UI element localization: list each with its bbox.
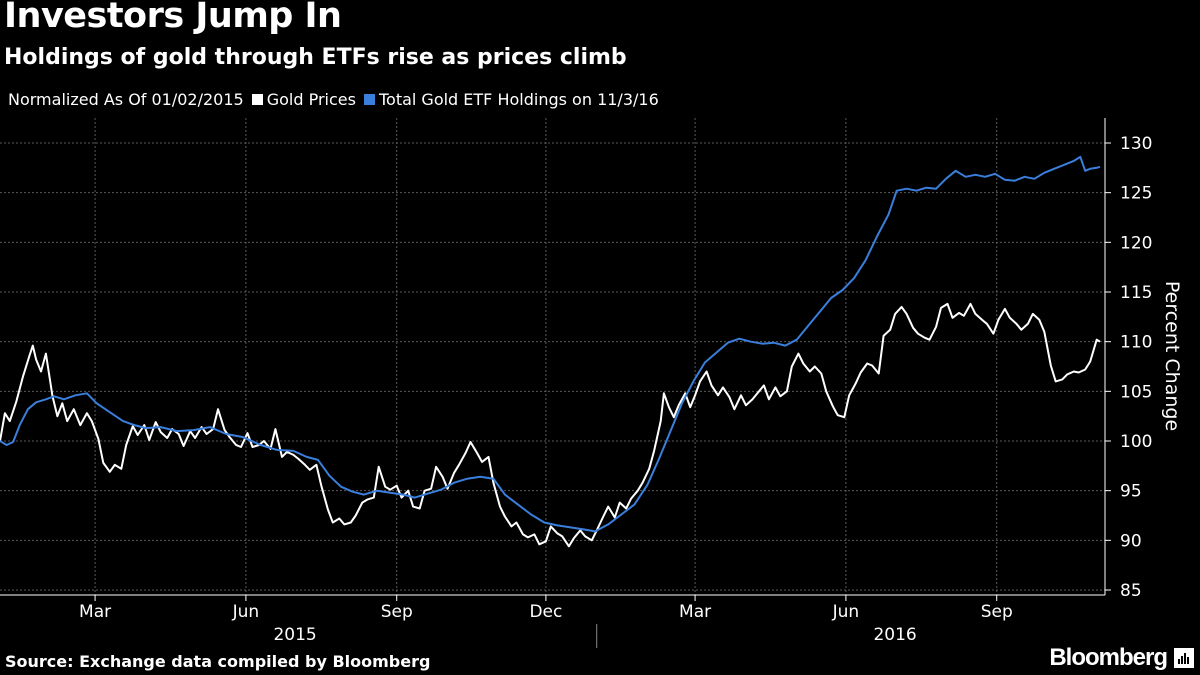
- y-tick-label: 85: [1120, 581, 1142, 601]
- y-tick-label: 105: [1120, 382, 1152, 402]
- y-tick-label: 90: [1120, 531, 1142, 551]
- legend-item-etf: Total Gold ETF Holdings on 11/3/16: [363, 90, 659, 109]
- x-tick-label: Dec: [529, 602, 562, 622]
- x-tick-label: Mar: [79, 602, 111, 622]
- x-tick-label: Sep: [381, 602, 413, 622]
- legend-swatch-gold: [251, 94, 263, 105]
- legend-label-gold: Gold Prices: [266, 90, 356, 109]
- year-label: 2015: [273, 625, 316, 645]
- source-note: Source: Exchange data compiled by Bloomb…: [5, 652, 431, 671]
- x-tick-label: Mar: [679, 602, 711, 622]
- x-tick-label: Sep: [981, 602, 1013, 622]
- legend: Normalized As Of 01/02/2015 Gold Prices …: [8, 90, 667, 109]
- y-tick-label: 130: [1120, 134, 1152, 154]
- y-tick-label: 125: [1120, 184, 1152, 204]
- legend-item-gold: Gold Prices: [251, 90, 356, 109]
- series-line-etf-holdings: [0, 155, 1101, 533]
- chart-subtitle: Holdings of gold through ETFs rise as pr…: [4, 45, 627, 70]
- chart-title: Investors Jump In: [4, 0, 342, 36]
- legend-label-etf: Total Gold ETF Holdings on 11/3/16: [378, 90, 659, 109]
- x-tick-label: Jun: [232, 602, 260, 622]
- year-label: 2016: [873, 625, 916, 645]
- y-tick-label: 120: [1120, 233, 1152, 253]
- y-tick-label: 100: [1120, 432, 1152, 452]
- legend-note: Normalized As Of 01/02/2015: [8, 90, 244, 109]
- bloomberg-logo: Bloomberg: [1049, 644, 1168, 671]
- y-axis-label: Percent Change: [1161, 280, 1183, 432]
- y-tick-label: 110: [1120, 333, 1152, 353]
- y-tick-label: 95: [1120, 482, 1142, 502]
- bloomberg-chart-icon: [1174, 648, 1194, 668]
- series-line-gold-prices: [0, 302, 1101, 548]
- x-tick-label: Jun: [832, 602, 860, 622]
- legend-swatch-etf: [363, 94, 375, 105]
- y-tick-label: 115: [1120, 283, 1152, 303]
